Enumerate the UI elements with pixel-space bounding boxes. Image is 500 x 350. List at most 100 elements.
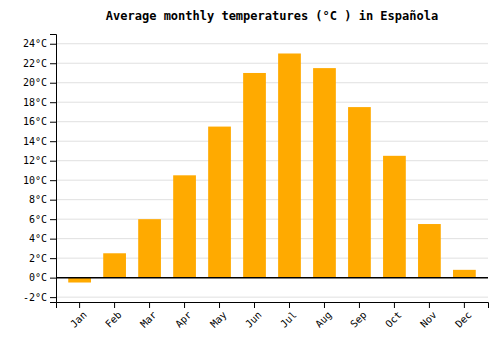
y-tick-mark	[50, 258, 56, 259]
y-tick: 16°C	[23, 116, 56, 127]
bar	[453, 270, 476, 278]
grid-line	[56, 82, 488, 83]
y-tick: 22°C	[23, 58, 56, 69]
y-tick: 24°C	[23, 38, 56, 49]
x-tick-mark	[219, 302, 220, 308]
y-tick-label: 6°C	[29, 214, 47, 225]
x-tick-label: Jan	[68, 309, 89, 330]
x-tick-mark	[359, 302, 360, 308]
x-tick: Oct	[383, 302, 404, 330]
bar	[418, 224, 441, 278]
x-axis: Jan Feb Mar Apr May Jun Jul Aug Sep Oct Nov Dec	[57, 302, 489, 330]
y-tick-mark	[50, 278, 56, 279]
y-tick: 4°C	[29, 233, 56, 244]
y-tick-label: 2°C	[29, 253, 47, 264]
y-tick-label: 4°C	[29, 233, 47, 244]
x-tick-label: Dec	[453, 309, 474, 330]
bar	[348, 107, 371, 278]
x-tick-label: Jun	[243, 309, 264, 330]
y-tick-label: 22°C	[23, 58, 47, 69]
grid-line	[56, 121, 488, 122]
y-tick-mark	[50, 44, 56, 45]
y-tick: 0°C	[29, 272, 56, 283]
grid-line	[56, 43, 488, 44]
y-tick: 14°C	[23, 136, 56, 147]
y-tick: 6°C	[29, 214, 56, 225]
x-tick: Feb	[103, 302, 124, 330]
y-tick-label: 12°C	[23, 155, 47, 166]
y-tick-mark	[50, 297, 56, 298]
grid-line	[56, 160, 488, 161]
x-tick-mark	[79, 302, 80, 308]
bar	[278, 53, 301, 277]
y-tick-label: 0°C	[29, 272, 47, 283]
grid-line	[56, 277, 488, 278]
grid-line	[56, 180, 488, 181]
x-tick-label: May	[208, 309, 229, 330]
grid-line	[56, 199, 488, 200]
grid-line	[56, 102, 488, 103]
x-tick-label: Mar	[138, 309, 159, 330]
y-tick-label: 10°C	[23, 175, 47, 186]
chart: -2°C 0°C 2°C 4°C 6°C 8°C 10°C 12°C 14°C 16°C 18°C 2…	[0, 0, 500, 350]
grid	[56, 44, 488, 297]
y-tick-label: 24°C	[23, 38, 47, 49]
x-tick-label: Sep	[348, 309, 369, 330]
grid-line	[56, 219, 488, 220]
bar	[138, 219, 161, 277]
x-tick: Jun	[243, 302, 264, 330]
y-tick: 2°C	[29, 253, 56, 264]
x-tick: Jan	[68, 302, 89, 330]
x-tick-label: Nov	[418, 309, 439, 330]
y-tick: 10°C	[23, 175, 56, 186]
zero-line	[56, 277, 488, 279]
x-tick-label: Apr	[173, 309, 194, 330]
x-tick-label: Feb	[103, 309, 124, 330]
bar	[103, 253, 126, 277]
y-tick-mark	[50, 122, 56, 123]
bar	[243, 73, 266, 278]
bars	[56, 53, 488, 282]
bar	[173, 175, 196, 277]
x-tick-mark	[289, 302, 290, 308]
y-tick-label: 18°C	[23, 97, 47, 108]
x-tick-mark	[324, 302, 325, 308]
x-tick-mark	[114, 302, 115, 308]
x-tick: Mar	[138, 302, 159, 330]
title: Average monthly temperatures (°C ) in Es…	[106, 9, 438, 23]
y-axis-line	[50, 35, 57, 303]
y-tick-mark	[50, 180, 56, 181]
bar	[313, 68, 336, 278]
y-tick-mark	[50, 83, 56, 84]
y-tick: 20°C	[23, 77, 56, 88]
x-tick: Apr	[173, 302, 194, 330]
y-tick-mark	[50, 239, 56, 240]
y-tick: 12°C	[23, 155, 56, 166]
x-tick: Dec	[453, 302, 474, 330]
y-tick: 18°C	[23, 97, 56, 108]
x-tick-label: Jul	[278, 309, 299, 330]
x-tick-mark	[254, 302, 255, 308]
x-tick-mark	[149, 302, 150, 308]
y-tick-mark	[50, 200, 56, 201]
y-tick: 8°C	[29, 194, 56, 205]
y-axis: -2°C 0°C 2°C 4°C 6°C 8°C 10°C 12°C 14°C 16°C 18°C 2…	[23, 35, 57, 303]
x-tick: Aug	[313, 302, 334, 330]
x-tick: Nov	[418, 302, 439, 330]
grid-line	[56, 63, 488, 64]
x-tick-mark	[394, 302, 395, 308]
x-tick: Jul	[278, 302, 299, 330]
grid-line	[56, 141, 488, 142]
x-tick: May	[208, 302, 229, 330]
y-tick-label: 16°C	[23, 116, 47, 127]
x-tick-label: Oct	[383, 309, 404, 330]
x-tick-mark	[464, 302, 465, 308]
y-tick: -2°C	[23, 292, 56, 303]
y-tick-label: -2°C	[23, 292, 47, 303]
y-tick-mark	[50, 102, 56, 103]
bar	[208, 127, 231, 278]
y-tick-label: 20°C	[23, 77, 47, 88]
y-tick-label: 14°C	[23, 136, 47, 147]
bar	[383, 156, 406, 278]
grid-line	[56, 297, 488, 298]
